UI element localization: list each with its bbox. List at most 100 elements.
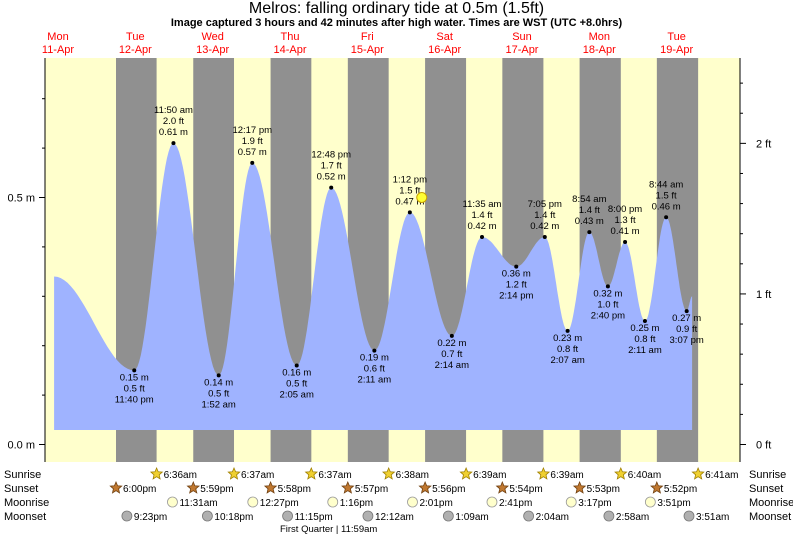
high-tide-dot bbox=[250, 160, 255, 165]
sunset-time: 5:59pm bbox=[200, 484, 233, 495]
low-tide-label: 0.25 m bbox=[630, 323, 659, 334]
moonrise-time: 2:01pm bbox=[419, 498, 452, 509]
low-tide-label: 0.7 ft bbox=[441, 349, 462, 360]
moonset-icon bbox=[683, 510, 695, 522]
low-tide-label: 0.5 ft bbox=[286, 378, 307, 389]
moon-phase-note: First Quarter | 11:59am bbox=[280, 524, 377, 535]
moonrise-time: 1:16pm bbox=[340, 498, 373, 509]
high-tide-label: 0.43 m bbox=[575, 216, 604, 227]
low-tide-dot bbox=[605, 284, 610, 289]
low-tide-label: 2:40 pm bbox=[591, 310, 625, 321]
low-tide-dot bbox=[216, 373, 221, 378]
day-date: 19-Apr bbox=[660, 44, 693, 56]
chart-subtitle: Image captured 3 hours and 42 minutes af… bbox=[170, 17, 623, 29]
row-label-right: Sunrise bbox=[749, 469, 786, 481]
high-tide-label: 1.5 ft bbox=[656, 190, 677, 201]
high-tide-label: 11:35 am bbox=[463, 199, 502, 210]
low-tide-label: 2:05 am bbox=[280, 389, 314, 400]
low-tide-label: 0.27 m bbox=[672, 313, 701, 324]
low-tide-label: 2:14 am bbox=[435, 360, 469, 371]
moonrise-icon bbox=[167, 496, 178, 508]
high-tide-label: 0.57 m bbox=[238, 147, 267, 158]
high-tide-label: 11:50 am bbox=[154, 105, 193, 116]
high-tide-label: 0.42 m bbox=[467, 221, 496, 232]
day-date: 14-Apr bbox=[273, 44, 306, 56]
moonrise-icon bbox=[327, 496, 339, 508]
high-tide-label: 0.52 m bbox=[317, 172, 346, 183]
low-tide-label: 2:07 am bbox=[550, 355, 584, 366]
high-tide-label: 1.4 ft bbox=[534, 210, 555, 221]
moonrise-time: 3:17pm bbox=[578, 498, 611, 509]
moonrise-icon bbox=[247, 496, 259, 508]
day-date: 18-Apr bbox=[583, 44, 616, 56]
low-tide-label: 0.9 ft bbox=[676, 324, 697, 335]
day-name: Thu bbox=[281, 31, 300, 43]
y-tick-label-ft: 0 ft bbox=[756, 440, 771, 452]
low-tide-label: 0.32 m bbox=[593, 288, 622, 299]
row-label-left: Moonset bbox=[4, 511, 46, 523]
high-tide-label: 0.61 m bbox=[159, 127, 188, 138]
moonrise-icon bbox=[486, 496, 498, 508]
high-tide-dot bbox=[480, 235, 485, 240]
high-tide-dot bbox=[171, 141, 176, 146]
sunset-icon bbox=[109, 480, 123, 494]
high-tide-dot bbox=[407, 210, 412, 215]
row-label-left: Sunrise bbox=[4, 469, 41, 481]
moonset-time: 12:12am bbox=[375, 512, 414, 523]
high-tide-dot bbox=[329, 185, 334, 190]
low-tide-label: 11:40 pm bbox=[115, 394, 154, 405]
high-tide-label: 0.47 m bbox=[395, 196, 424, 207]
high-tide-label: 0.46 m bbox=[652, 201, 681, 212]
moonrise-icon bbox=[565, 496, 577, 508]
low-tide-label: 2:11 am bbox=[358, 375, 392, 386]
sunrise-time: 6:39am bbox=[550, 470, 583, 481]
day-date: 11-Apr bbox=[42, 44, 75, 56]
moonset-time: 3:51am bbox=[696, 512, 729, 523]
high-tide-label: 1.5 ft bbox=[399, 185, 420, 196]
low-tide-label: 3:07 pm bbox=[670, 335, 704, 346]
sunrise-icon bbox=[304, 466, 318, 480]
low-tide-label: 2:11 am bbox=[628, 345, 662, 356]
high-tide-label: 1.7 ft bbox=[321, 161, 342, 172]
day-date: 16-Apr bbox=[428, 44, 461, 56]
day-labels: Mon11-AprTue12-AprWed13-AprThu14-AprFri1… bbox=[42, 31, 694, 56]
high-tide-dot bbox=[664, 215, 669, 220]
y-tick-label-m: 0.5 m bbox=[7, 193, 35, 205]
high-tide-dot bbox=[542, 235, 547, 240]
sunrise-time: 6:38am bbox=[396, 470, 429, 481]
low-tide-label: 0.8 ft bbox=[634, 334, 655, 345]
low-tide-dot bbox=[514, 264, 519, 269]
high-tide-label: 1:12 pm bbox=[393, 174, 427, 185]
high-tide-dot bbox=[587, 230, 592, 235]
day-date: 12-Apr bbox=[119, 44, 152, 56]
sunrise-icon bbox=[536, 466, 551, 480]
current-tide-marker bbox=[416, 192, 428, 203]
moonset-icon bbox=[442, 510, 454, 522]
moonrise-icon bbox=[407, 496, 418, 508]
day-name: Mon bbox=[589, 31, 610, 43]
high-tide-label: 1.9 ft bbox=[242, 136, 263, 147]
sunset-time: 5:56pm bbox=[432, 484, 465, 495]
moonset-time: 10:18pm bbox=[214, 512, 253, 523]
moonrise-time: 11:31am bbox=[179, 498, 217, 509]
tide-area bbox=[54, 143, 693, 430]
moonset-icon bbox=[121, 510, 133, 522]
high-tide-label: 12:48 pm bbox=[311, 150, 351, 161]
low-tide-label: 0.6 ft bbox=[364, 364, 385, 375]
row-label-right: Moonset bbox=[749, 511, 791, 523]
high-tide-label: 1.3 ft bbox=[614, 215, 635, 226]
day-name: Mon bbox=[47, 31, 68, 43]
low-tide-dot bbox=[132, 368, 137, 373]
moonset-icon bbox=[282, 510, 293, 522]
sunset-time: 6:00pm bbox=[123, 484, 156, 495]
day-name: Sat bbox=[436, 31, 453, 43]
sunrise-time: 6:37am bbox=[318, 470, 351, 481]
high-tide-dot bbox=[623, 239, 628, 244]
day-name: Tue bbox=[126, 31, 145, 43]
high-tide-label: 12:17 pm bbox=[232, 125, 272, 136]
row-label-left: Sunset bbox=[4, 483, 38, 495]
low-tide-dot bbox=[642, 319, 647, 323]
day-date: 15-Apr bbox=[351, 44, 384, 56]
sunrise-icon bbox=[614, 466, 628, 480]
